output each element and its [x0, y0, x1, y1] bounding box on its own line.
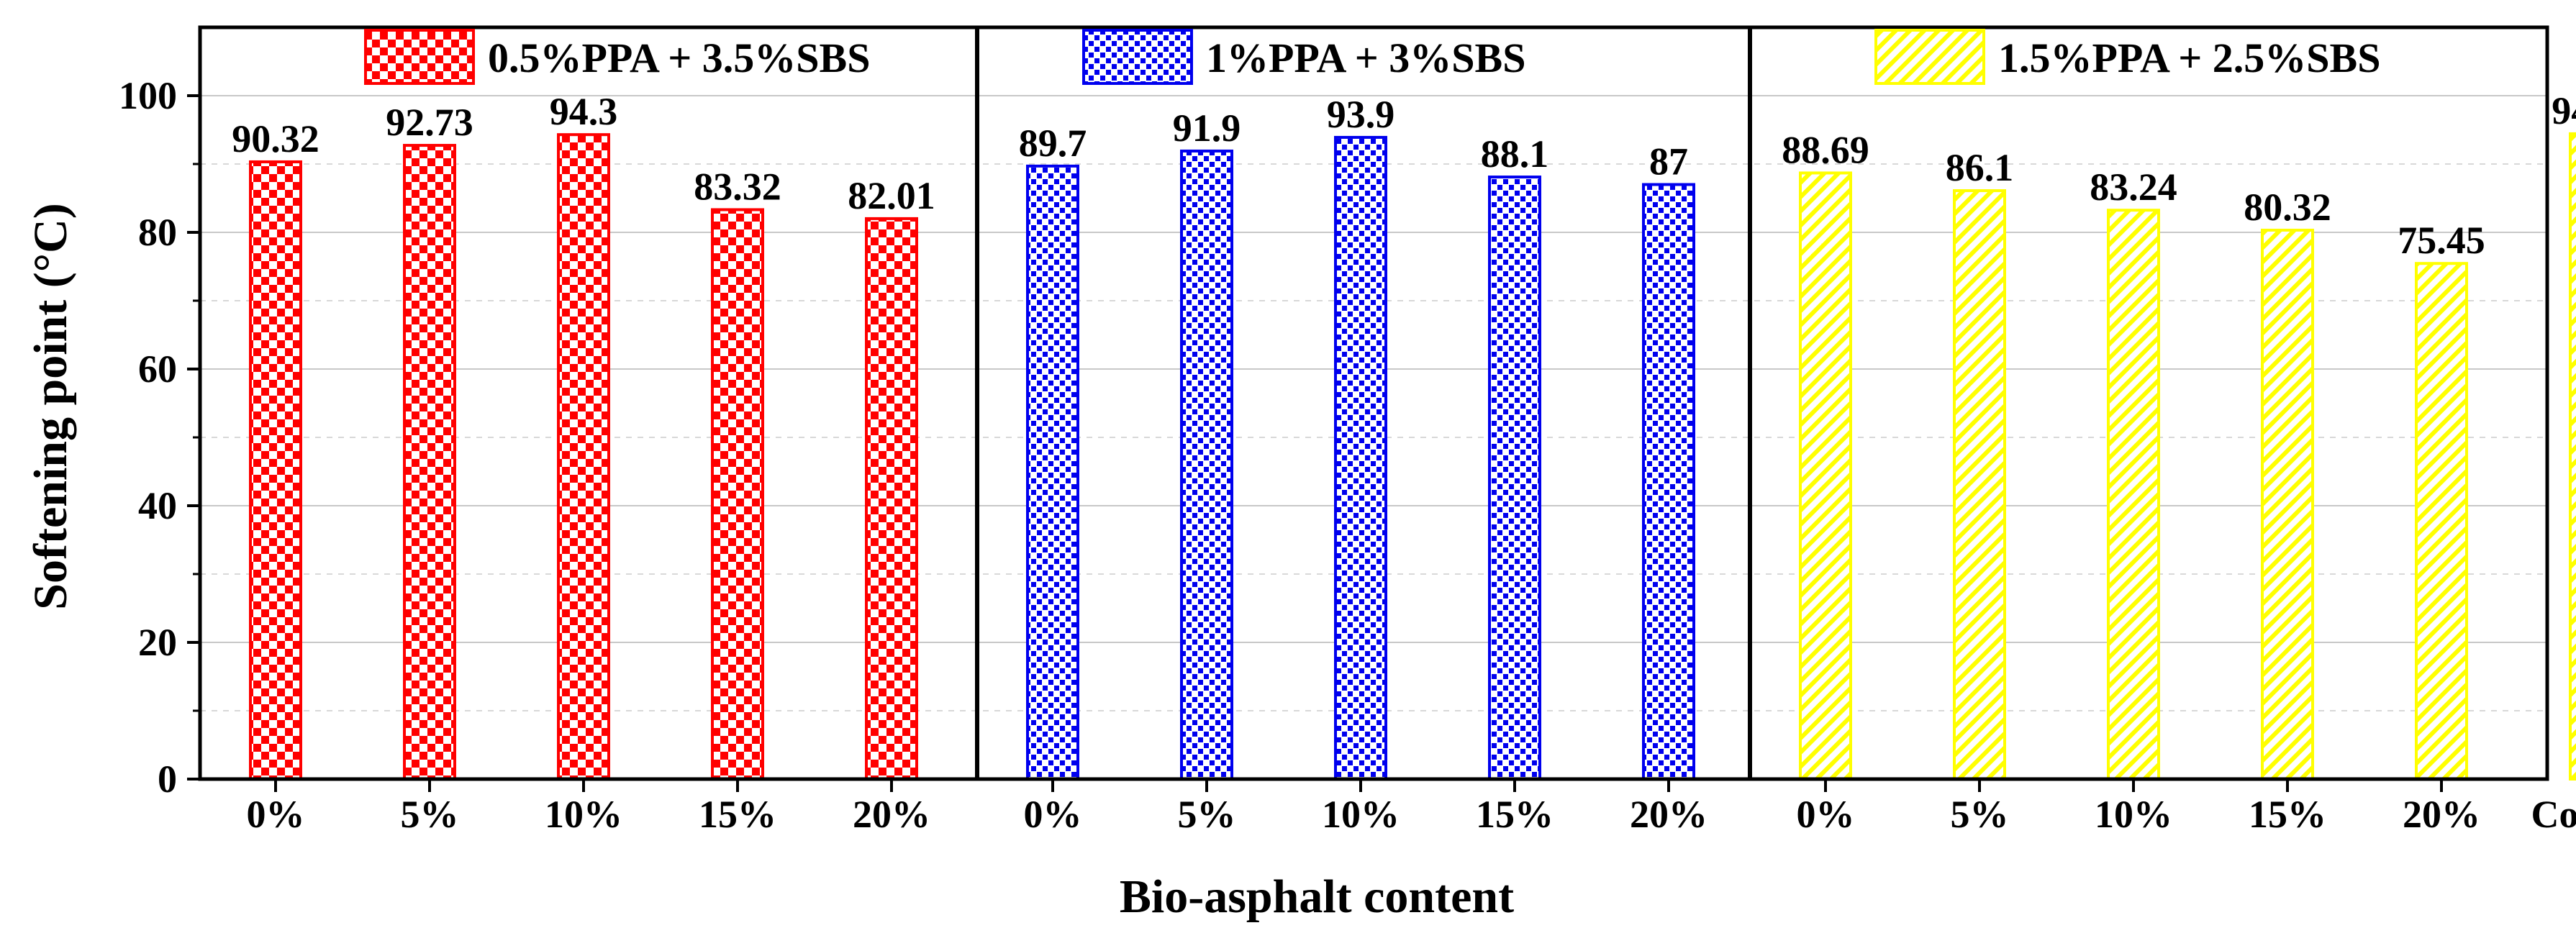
data-label: 89.7 [1019, 122, 1087, 165]
data-label: 83.32 [694, 165, 781, 208]
data-label: 82.01 [848, 174, 935, 217]
x-tick-label: 15% [699, 793, 776, 836]
bar [403, 144, 456, 781]
bar [2569, 132, 2576, 781]
bar [1026, 164, 1079, 781]
x-tick-label: 0% [1024, 793, 1082, 836]
legends: 0.5%PPA + 3.5%SBS 1%PPA + 3%SBS 1.5%PPA + … [364, 29, 2381, 85]
x-tick-label: 5% [1178, 793, 1236, 836]
y-tick-label: 100 [119, 74, 177, 117]
bars [249, 132, 2576, 781]
bar [865, 217, 918, 781]
data-labels: 90.32 92.73 94.3 83.32 82.01 89.7 91.9 93.9 88.1… [232, 89, 2576, 262]
legend-swatch [364, 29, 475, 85]
bar [249, 160, 302, 781]
data-label: 94.3 [550, 90, 618, 133]
bar [711, 208, 764, 781]
x-tick-label: 20% [2403, 793, 2480, 836]
x-tick-label: 20% [1630, 793, 1707, 836]
plot-border [198, 25, 2549, 781]
bar [1334, 135, 1387, 781]
axes: 0% 5% 10% 15% 20% 0% 5% 10% 15% 20% 0% 5% 10% 15% 20% C… [119, 74, 2576, 836]
y-tick-label: 0 [158, 757, 177, 801]
x-tick-label: 5% [1951, 793, 2009, 836]
legend-label: 1.5%PPA + 2.5%SBS [1998, 35, 2381, 81]
data-label: 94.43 [2552, 89, 2576, 132]
data-label: 86.1 [1946, 146, 2014, 189]
legend-swatch [1874, 29, 1985, 85]
data-label: 88.69 [1782, 128, 1869, 171]
x-tick-label: 10% [2095, 793, 2172, 836]
bar [1642, 183, 1695, 781]
x-tick-label: 0% [1797, 793, 1855, 836]
data-label: 87 [1649, 140, 1688, 183]
legend-label: 1%PPA + 3%SBS [1206, 35, 1526, 81]
data-label: 90.32 [232, 117, 319, 160]
bar [1953, 189, 2006, 781]
data-label: 75.45 [2398, 219, 2485, 262]
bar [2261, 228, 2314, 781]
x-tick-label: 0% [247, 793, 305, 836]
x-tick-label: 10% [1322, 793, 1400, 836]
x-tick-label: 10% [545, 793, 622, 836]
data-label: 83.24 [2090, 165, 2177, 209]
y-tick-label: 60 [138, 347, 177, 391]
x-axis-title: Bio-asphalt content [1120, 870, 1514, 923]
x-tick-label: Control [2531, 793, 2576, 836]
data-label: 92.73 [386, 101, 473, 144]
y-axis-title: Softening point (°C) [24, 203, 77, 609]
bar [1488, 176, 1541, 781]
y-tick-label: 20 [138, 621, 177, 664]
x-tick-label: 5% [401, 793, 459, 836]
bar [2415, 262, 2468, 781]
data-label: 93.9 [1327, 93, 1395, 136]
x-tick-label: 20% [853, 793, 930, 836]
data-label: 80.32 [2244, 186, 2331, 229]
y-tick-label: 80 [138, 211, 177, 254]
bar [1180, 149, 1233, 781]
legend-swatch [1082, 29, 1193, 85]
bar [557, 133, 610, 781]
data-label: 88.1 [1481, 132, 1549, 176]
x-tick-label: 15% [2249, 793, 2326, 836]
plot-frame [198, 25, 2549, 781]
legend-label: 0.5%PPA + 3.5%SBS [488, 35, 871, 81]
bar [2107, 209, 2160, 781]
y-tick-label: 40 [138, 484, 177, 527]
data-label: 91.9 [1173, 106, 1241, 150]
bar [1799, 171, 1852, 781]
x-tick-label: 15% [1476, 793, 1554, 836]
